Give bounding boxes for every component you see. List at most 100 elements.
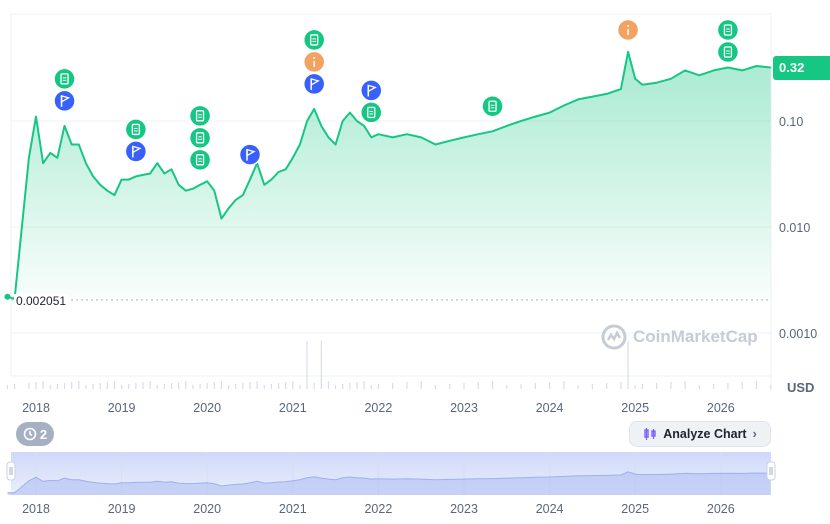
price-point — [549, 112, 551, 114]
price-point — [698, 74, 701, 76]
analyze-chart-button[interactable]: Analyze Chart › — [629, 421, 771, 447]
x-tick-label: 2026 — [707, 401, 735, 415]
volume-bar — [356, 382, 358, 389]
price-point — [78, 143, 80, 146]
volume-bar — [63, 383, 66, 389]
volume-bar — [420, 381, 422, 389]
event-marker-doc[interactable] — [188, 126, 212, 150]
price-point — [92, 175, 94, 178]
price-point — [449, 140, 451, 142]
volume-bar — [327, 381, 330, 389]
volume-bar — [277, 383, 280, 389]
price-point — [620, 88, 622, 90]
volume-bar — [149, 381, 151, 389]
volume-bar — [370, 385, 372, 389]
price-point — [627, 51, 629, 53]
volume-bar — [263, 385, 265, 389]
volume-bar — [591, 384, 593, 389]
document-icon-glyph — [367, 106, 376, 119]
event-marker-doc[interactable] — [53, 67, 76, 91]
volume-bar — [534, 383, 536, 389]
price-point — [641, 84, 643, 86]
flag-icon-cloth — [246, 148, 256, 157]
event-marker-doc[interactable] — [188, 104, 212, 128]
volume-bar — [506, 385, 508, 389]
event-marker-info[interactable] — [616, 18, 640, 42]
volume-bar — [549, 382, 551, 389]
volume-bar — [684, 381, 686, 389]
price-point — [156, 162, 158, 164]
price-point — [99, 184, 101, 186]
candlestick-icon — [644, 428, 656, 440]
navigator-handle-right[interactable] — [766, 461, 776, 481]
event-marker-flag[interactable] — [53, 89, 76, 113]
volume-bar — [520, 384, 522, 389]
navigator-area — [7, 471, 771, 495]
volume-bar — [342, 384, 344, 389]
volume-bar — [477, 382, 479, 389]
price-point — [235, 199, 237, 201]
navigator-handle-left[interactable] — [6, 461, 16, 481]
history-icon — [23, 427, 37, 441]
navigator-x-tick-label: 2026 — [707, 502, 735, 516]
price-point — [35, 116, 37, 118]
event-marker-flag[interactable] — [238, 143, 262, 166]
x-tick-label: 2024 — [536, 401, 564, 415]
price-point — [213, 190, 215, 192]
event-marker-doc[interactable] — [716, 18, 740, 42]
event-marker-doc[interactable] — [124, 118, 148, 141]
event-marker-doc[interactable] — [481, 95, 504, 118]
event-marker-flag[interactable] — [360, 79, 383, 102]
event-marker-doc[interactable] — [188, 148, 212, 172]
price-area — [7, 51, 771, 299]
price-point — [199, 184, 201, 186]
price-point — [370, 136, 372, 139]
navigator-x-tick-label: 2019 — [108, 502, 136, 516]
event-marker-doc[interactable] — [360, 101, 383, 124]
event-marker-info[interactable] — [302, 50, 326, 74]
volume-bar — [741, 382, 743, 389]
document-icon — [716, 40, 740, 64]
price-point — [49, 152, 51, 154]
x-tick-label: 2020 — [193, 401, 221, 415]
price-point — [363, 125, 365, 127]
navigator-line — [7, 471, 771, 494]
volume-bar — [406, 382, 408, 389]
event-marker-flag[interactable] — [124, 140, 148, 163]
price-point — [242, 194, 244, 196]
price-point — [163, 172, 165, 175]
navigator-x-tick-label: 2023 — [450, 502, 478, 516]
y-tick-label: 0.010 — [779, 221, 810, 235]
navigator-x-tick-label: 2021 — [279, 502, 307, 516]
event-marker-doc[interactable] — [302, 28, 326, 52]
flag-icon-cloth — [60, 94, 71, 103]
document-icon-glyph — [195, 154, 205, 166]
flag-icon-cloth — [310, 78, 320, 87]
volume-bar — [235, 384, 237, 389]
volume-bar — [256, 381, 258, 389]
event-marker-flag[interactable] — [302, 72, 326, 96]
document-icon-glyph — [310, 34, 319, 46]
price-point — [591, 95, 594, 98]
volume-bar — [313, 383, 315, 389]
volume-bar — [363, 381, 365, 389]
info-icon-dot — [627, 25, 630, 27]
price-point — [656, 82, 658, 84]
price-point — [434, 143, 437, 146]
navigator-x-tick-label: 2022 — [364, 502, 392, 516]
volume-bar — [335, 385, 337, 389]
volume-bar — [463, 383, 465, 389]
price-point — [292, 157, 294, 159]
event-marker-doc[interactable] — [716, 40, 740, 64]
price-point — [42, 162, 44, 164]
volume-bar — [228, 385, 230, 389]
y-tick-label: 0.10 — [779, 115, 803, 129]
history-button[interactable]: 2 — [16, 422, 54, 446]
price-point — [342, 120, 344, 122]
price-point — [299, 143, 301, 146]
document-icon — [188, 148, 212, 172]
volume-bar — [128, 384, 130, 389]
chevron-right-icon: › — [752, 427, 757, 441]
price-point — [727, 66, 729, 69]
